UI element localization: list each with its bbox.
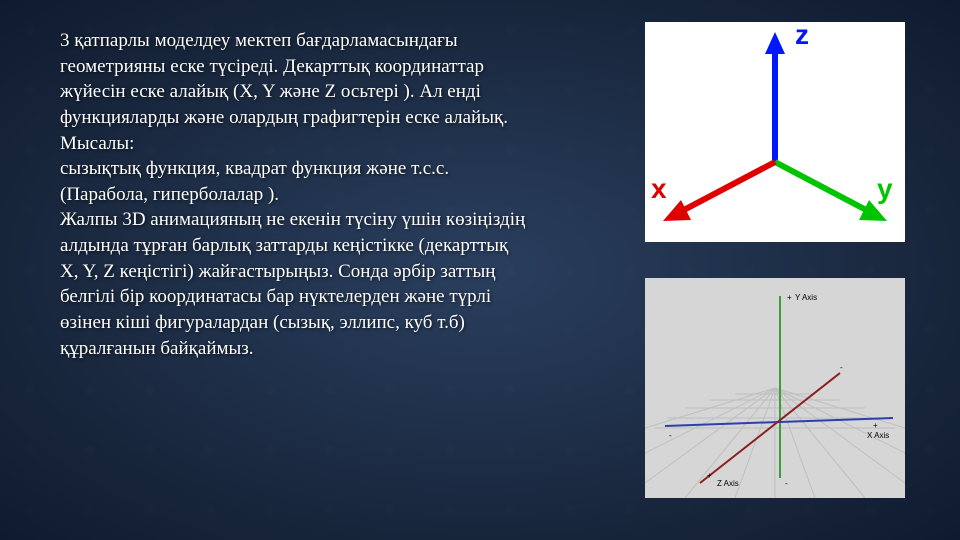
z-plus: + xyxy=(707,471,712,480)
paragraph-2: сызықтық функция, квадрат функция және т… xyxy=(60,156,530,207)
x-axis-label: x xyxy=(651,173,667,204)
paragraph-3: Жалпы 3D анимацияның не екенін түсіну үш… xyxy=(60,207,530,361)
body-text: 3 қатпарлы моделдеу мектеп бағдарламасын… xyxy=(60,28,530,361)
figure-perspective-grid: + Y Axis - + X Axis - + Z Axis - xyxy=(645,278,905,498)
y-minus: - xyxy=(785,479,788,488)
y-plus: + xyxy=(787,293,792,302)
y-axis-label: Y Axis xyxy=(795,293,817,302)
y-axis-label: y xyxy=(877,173,893,204)
slide: 3 қатпарлы моделдеу мектеп бағдарламасын… xyxy=(0,0,960,540)
z-minus: - xyxy=(840,363,843,372)
x-axis-label: X Axis xyxy=(867,431,889,440)
x-plus: + xyxy=(873,421,878,430)
y-axis-line xyxy=(775,162,870,212)
paragraph-1: 3 қатпарлы моделдеу мектеп бағдарламасын… xyxy=(60,28,530,156)
figure-3d-axes: z y x xyxy=(645,22,905,242)
x-axis-line xyxy=(680,162,775,212)
z-axis-label: Z Axis xyxy=(717,479,739,488)
x-minus: - xyxy=(669,431,672,440)
z-axis-arrow xyxy=(765,32,785,54)
z-axis-label: z xyxy=(795,22,809,50)
